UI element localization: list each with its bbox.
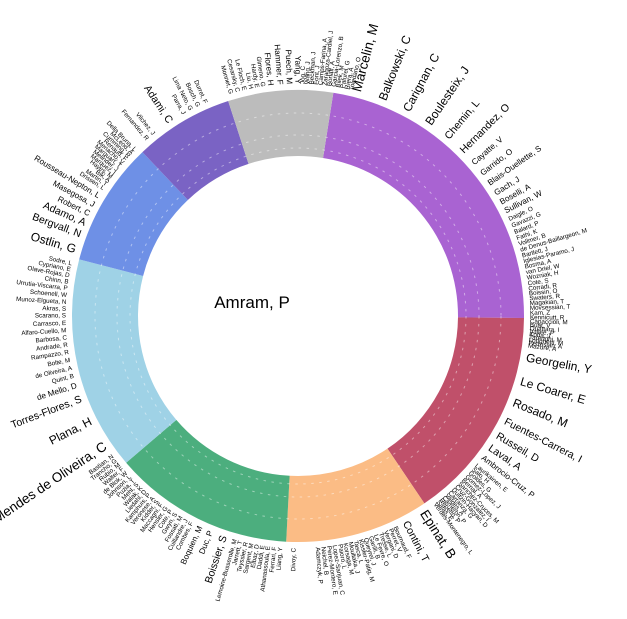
ring-segment-epinat-group[interactable] bbox=[286, 448, 425, 542]
author-label[interactable]: Buat, V bbox=[530, 322, 552, 330]
author-label[interactable]: Wang, J bbox=[304, 61, 312, 84]
author-label[interactable]: Flores, H bbox=[262, 52, 275, 86]
author-label[interactable]: Corradi, R bbox=[528, 282, 558, 292]
ring-segment-marcelin-group[interactable] bbox=[323, 92, 524, 318]
author-label[interactable]: Elbaz, D bbox=[250, 543, 261, 568]
author-label[interactable]: Ferrari, F bbox=[269, 546, 279, 573]
ring-segment-ostlin-group[interactable] bbox=[79, 152, 188, 276]
author-label[interactable]: Boissin, O bbox=[529, 288, 558, 298]
author-label[interactable]: Mazure, A bbox=[528, 343, 558, 354]
guide-arc bbox=[129, 147, 467, 485]
author-label[interactable]: Chinn, B bbox=[44, 275, 69, 285]
guide-arc bbox=[116, 134, 480, 498]
author-label[interactable]: Daddi, E bbox=[256, 545, 267, 570]
author-label[interactable]: Kam, Z bbox=[530, 310, 551, 317]
author-label[interactable]: Bolte, M bbox=[47, 357, 71, 368]
author-label[interactable]: Ouattara, I bbox=[529, 325, 559, 334]
ring-segment-mendes-de-oliveira-group[interactable] bbox=[71, 259, 177, 463]
author-label[interactable]: Hammer, F bbox=[272, 44, 284, 85]
author-label[interactable]: Carrasco, E bbox=[33, 320, 66, 328]
author-label[interactable]: Koda, J bbox=[529, 331, 551, 340]
author-label[interactable]: Movsessian, T bbox=[530, 304, 571, 312]
author-label[interactable]: Vallee, P bbox=[529, 328, 554, 337]
author-label[interactable]: Liu, H bbox=[244, 72, 254, 90]
author-label[interactable]: Hardy, E bbox=[249, 63, 260, 88]
author-label[interactable]: Neichel, B bbox=[319, 546, 329, 575]
author-label[interactable]: Schoenell, W bbox=[30, 289, 68, 299]
author-label[interactable]: Jog, C bbox=[300, 65, 307, 84]
author-label[interactable]: Liang, Y bbox=[276, 546, 285, 570]
author-label[interactable]: Font, J bbox=[313, 65, 321, 85]
author-label[interactable]: Longhetti, M bbox=[528, 337, 563, 348]
author-label[interactable]: Bilek, M bbox=[335, 65, 346, 88]
author-label[interactable]: Munoz-Elgueta, N bbox=[16, 296, 67, 306]
author-label[interactable]: Scarano, S bbox=[35, 313, 66, 320]
author-label[interactable]: Magakian, T bbox=[529, 298, 564, 307]
ring-segment-adami-group[interactable] bbox=[142, 101, 249, 200]
author-label[interactable]: Kennicutt, R bbox=[530, 314, 565, 321]
author-label[interactable]: Akras, S bbox=[42, 305, 66, 313]
author-label[interactable]: Beckman, J bbox=[308, 51, 317, 84]
author-label[interactable]: Georgelin, Y bbox=[525, 351, 593, 377]
author-label[interactable]: Swaters, R bbox=[529, 293, 561, 302]
author-label[interactable]: Tarenghi, M bbox=[529, 334, 562, 344]
author-label[interactable]: Adamczyk, P bbox=[314, 547, 324, 584]
ring-segments bbox=[71, 89, 524, 542]
ring-segment-flores-hammer-group[interactable] bbox=[228, 89, 334, 164]
author-label[interactable]: Borlaff, A bbox=[326, 60, 336, 87]
author-label[interactable]: Cote, S bbox=[527, 277, 549, 287]
guide-arcs bbox=[94, 112, 502, 520]
author-label[interactable]: Divoy, C bbox=[290, 547, 297, 571]
author-label[interactable]: Camps-Farina, A bbox=[317, 37, 329, 85]
author-label[interactable]: Riera, A bbox=[344, 66, 356, 90]
author-label[interactable]: Capaccioli, M bbox=[530, 318, 568, 326]
author-label[interactable]: Plana, H bbox=[47, 414, 94, 447]
ring-segment-georgelin-group[interactable] bbox=[387, 317, 524, 504]
author-label[interactable]: Petrosian, A bbox=[528, 340, 563, 351]
author-label[interactable]: Puech, M bbox=[284, 49, 294, 84]
center-author-label[interactable]: Amram, P bbox=[214, 293, 290, 312]
author-label[interactable]: Paioro, L bbox=[336, 544, 348, 571]
ring-segment-boissier-group[interactable] bbox=[126, 419, 290, 542]
author-label[interactable]: Barbosa, C bbox=[35, 334, 67, 344]
author-label[interactable]: Alfaro-Cuello, M bbox=[21, 327, 67, 337]
author-label[interactable]: Andrade, R bbox=[36, 342, 69, 353]
author-label[interactable]: Gimeno, G bbox=[255, 56, 267, 87]
guide-arc bbox=[94, 112, 502, 520]
author-label[interactable]: Yang, Y bbox=[293, 56, 302, 85]
